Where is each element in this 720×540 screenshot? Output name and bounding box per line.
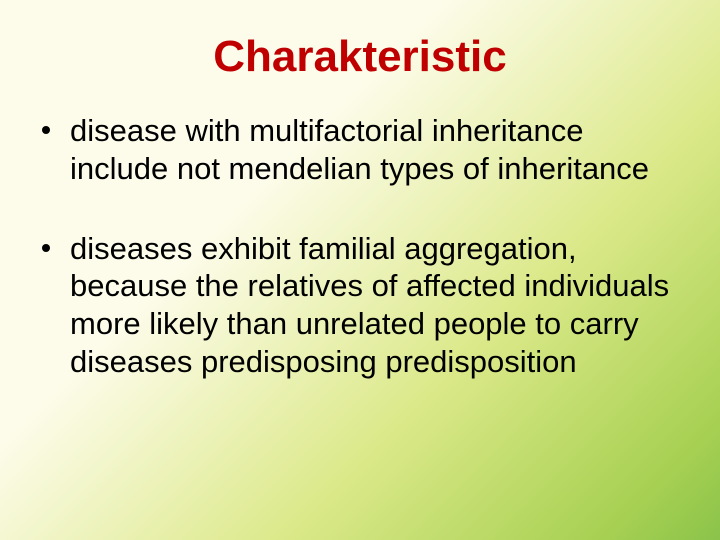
- bullet-text: disease with multifactorial inheritance …: [70, 113, 649, 186]
- list-item: diseases exhibit familial aggregation, b…: [36, 230, 684, 381]
- list-item: disease with multifactorial inheritance …: [36, 112, 684, 188]
- bullet-list: disease with multifactorial inheritance …: [36, 112, 684, 381]
- slide-title: Charakteristic: [36, 32, 684, 82]
- slide: Charakteristic disease with multifactori…: [0, 0, 720, 540]
- bullet-icon: [42, 244, 50, 252]
- bullet-text: diseases exhibit familial aggregation, b…: [70, 231, 669, 379]
- bullet-icon: [42, 126, 50, 134]
